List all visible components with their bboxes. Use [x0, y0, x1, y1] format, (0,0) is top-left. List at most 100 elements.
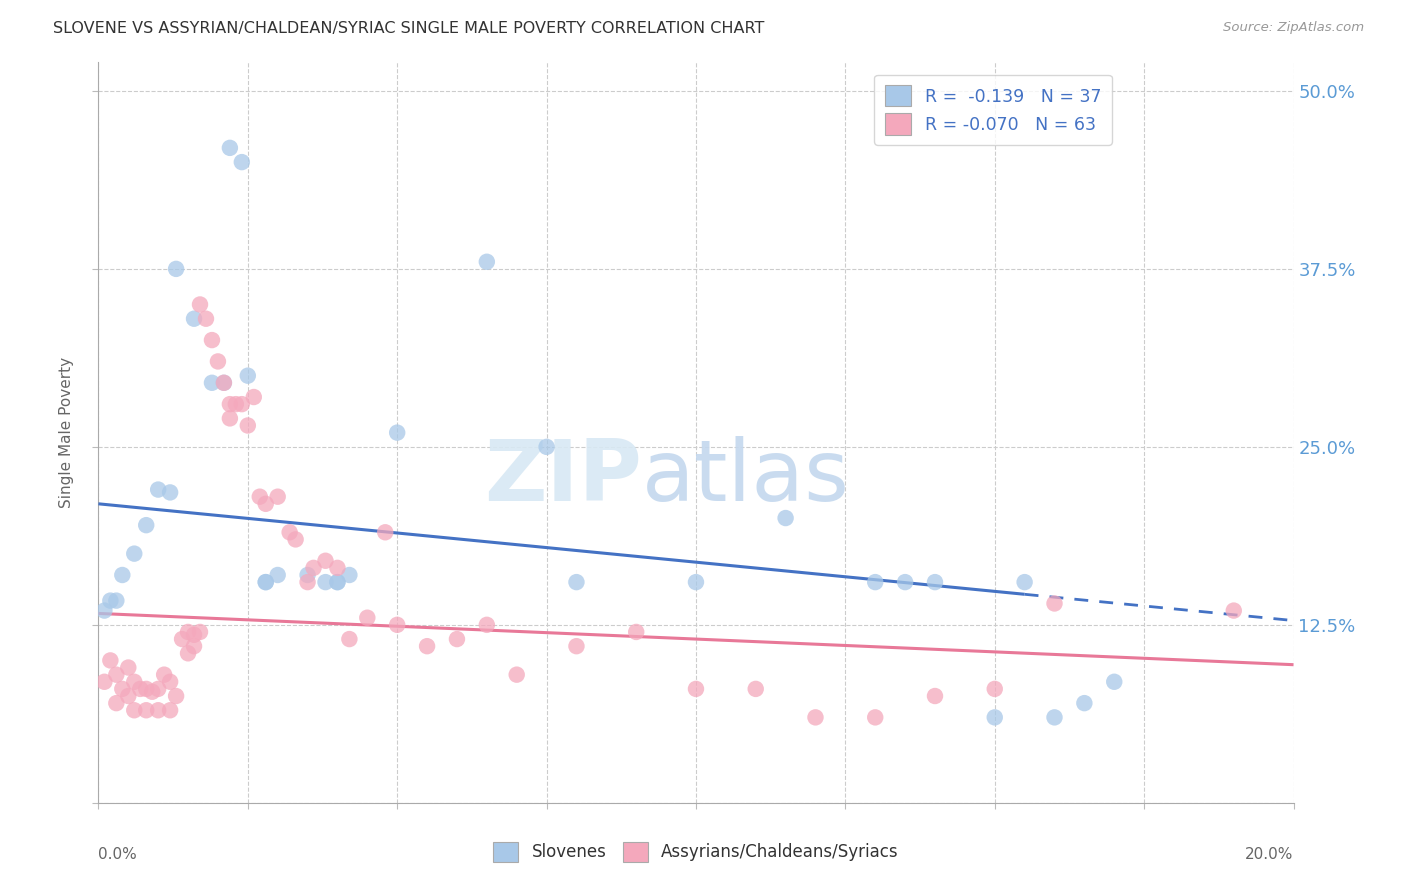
- Point: [111, 568, 134, 582]
- Point: [98, 593, 122, 607]
- Point: [105, 667, 128, 681]
- Point: [124, 703, 146, 717]
- Point: [315, 554, 337, 568]
- Point: [267, 490, 290, 504]
- Point: [356, 610, 378, 624]
- Point: [117, 660, 139, 674]
- Point: [865, 575, 887, 590]
- Text: SLOVENE VS ASSYRIAN/CHALDEAN/SYRIAC SINGLE MALE POVERTY CORRELATION CHART: SLOVENE VS ASSYRIAN/CHALDEAN/SYRIAC SING…: [53, 21, 765, 37]
- Point: [297, 568, 319, 582]
- Point: [565, 639, 588, 653]
- Point: [865, 710, 887, 724]
- Point: [775, 511, 797, 525]
- Point: [219, 397, 242, 411]
- Point: [117, 689, 139, 703]
- Point: [374, 525, 396, 540]
- Y-axis label: Single Male Poverty: Single Male Poverty: [59, 357, 75, 508]
- Point: [236, 368, 259, 383]
- Point: [183, 311, 205, 326]
- Point: [267, 568, 290, 582]
- Point: [236, 418, 259, 433]
- Point: [148, 703, 170, 717]
- Point: [141, 685, 163, 699]
- Point: [254, 575, 277, 590]
- Point: [326, 561, 349, 575]
- Point: [565, 575, 588, 590]
- Point: [212, 376, 235, 390]
- Point: [98, 653, 122, 667]
- Point: [183, 628, 205, 642]
- Point: [124, 674, 146, 689]
- Point: [159, 674, 181, 689]
- Point: [284, 533, 307, 547]
- Point: [446, 632, 468, 646]
- Point: [201, 333, 224, 347]
- Point: [231, 397, 253, 411]
- Point: [536, 440, 558, 454]
- Point: [924, 575, 946, 590]
- Point: [1223, 604, 1246, 618]
- Legend: Slovenes, Assyrians/Chaldeans/Syriacs: Slovenes, Assyrians/Chaldeans/Syriacs: [486, 835, 905, 869]
- Point: [201, 376, 224, 390]
- Point: [339, 632, 361, 646]
- Point: [135, 703, 157, 717]
- Text: 0.0%: 0.0%: [98, 847, 138, 863]
- Point: [804, 710, 827, 724]
- Point: [93, 674, 115, 689]
- Point: [183, 639, 205, 653]
- Text: 20.0%: 20.0%: [1246, 847, 1294, 863]
- Point: [219, 411, 242, 425]
- Point: [339, 568, 361, 582]
- Point: [745, 681, 768, 696]
- Point: [124, 547, 146, 561]
- Point: [111, 681, 134, 696]
- Point: [105, 593, 128, 607]
- Point: [231, 155, 253, 169]
- Point: [165, 689, 187, 703]
- Point: [385, 425, 409, 440]
- Point: [475, 254, 498, 268]
- Point: [302, 561, 325, 575]
- Point: [148, 483, 170, 497]
- Point: [153, 667, 176, 681]
- Point: [326, 575, 349, 590]
- Text: ZIP: ZIP: [485, 435, 643, 518]
- Point: [475, 617, 498, 632]
- Point: [1104, 674, 1126, 689]
- Point: [135, 681, 157, 696]
- Point: [207, 354, 229, 368]
- Point: [1043, 710, 1066, 724]
- Point: [254, 575, 277, 590]
- Point: [685, 575, 707, 590]
- Point: [924, 689, 946, 703]
- Point: [212, 376, 235, 390]
- Point: [172, 632, 194, 646]
- Point: [254, 497, 277, 511]
- Point: [385, 617, 409, 632]
- Point: [188, 624, 211, 639]
- Point: [1073, 696, 1095, 710]
- Point: [105, 696, 128, 710]
- Point: [159, 703, 181, 717]
- Point: [219, 141, 242, 155]
- Point: [195, 311, 218, 326]
- Point: [243, 390, 266, 404]
- Point: [278, 525, 301, 540]
- Point: [249, 490, 271, 504]
- Point: [315, 575, 337, 590]
- Point: [1014, 575, 1036, 590]
- Point: [894, 575, 917, 590]
- Point: [416, 639, 439, 653]
- Point: [177, 646, 200, 660]
- Text: atlas: atlas: [643, 435, 851, 518]
- Point: [188, 297, 211, 311]
- Point: [165, 261, 187, 276]
- Point: [506, 667, 529, 681]
- Point: [129, 681, 152, 696]
- Point: [225, 397, 247, 411]
- Point: [984, 681, 1007, 696]
- Point: [326, 575, 349, 590]
- Point: [159, 485, 181, 500]
- Point: [148, 681, 170, 696]
- Text: Source: ZipAtlas.com: Source: ZipAtlas.com: [1223, 21, 1364, 35]
